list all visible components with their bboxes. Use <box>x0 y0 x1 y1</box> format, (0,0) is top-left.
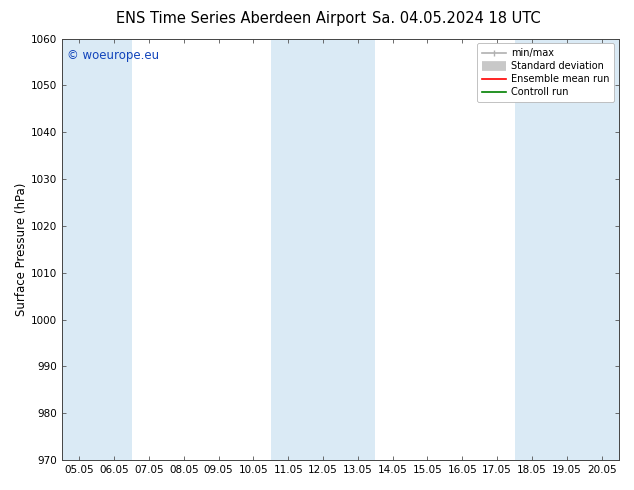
Text: Sa. 04.05.2024 18 UTC: Sa. 04.05.2024 18 UTC <box>372 11 541 26</box>
Text: ENS Time Series Aberdeen Airport: ENS Time Series Aberdeen Airport <box>116 11 366 26</box>
Bar <box>515 39 634 460</box>
Legend: min/max, Standard deviation, Ensemble mean run, Controll run: min/max, Standard deviation, Ensemble me… <box>477 44 614 102</box>
Y-axis label: Surface Pressure (hPa): Surface Pressure (hPa) <box>15 183 28 316</box>
Bar <box>62 39 131 460</box>
Text: © woeurope.eu: © woeurope.eu <box>67 49 160 62</box>
Bar <box>271 39 375 460</box>
